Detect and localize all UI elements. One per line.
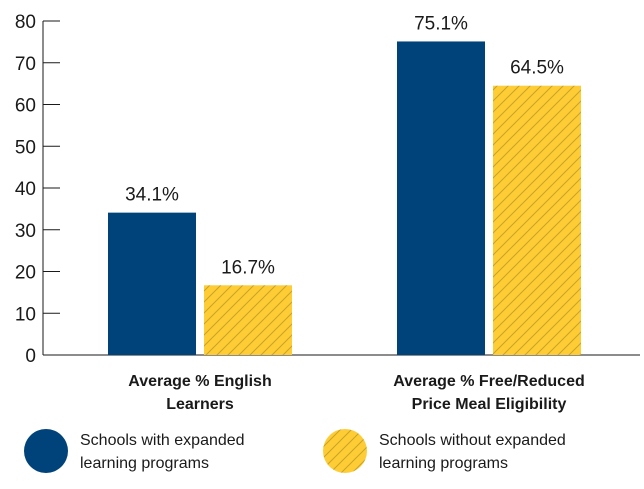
legend-label: Schools without expanded learning program… [379, 432, 566, 472]
bar-without-programs [204, 285, 292, 355]
legend: Schools with expanded learning programsSc… [24, 429, 566, 473]
y-ticks: 0 10 20 30 40 50 60 70 80 [15, 12, 60, 367]
category-label: Average % English Learners [128, 373, 271, 413]
bar-with-programs [108, 212, 196, 355]
bar-value-label: 34.1% [125, 185, 179, 206]
bar-without-programs [493, 85, 581, 356]
category-label-line: Average % Free/Reduced [393, 373, 584, 390]
y-tick-label: 70 [15, 54, 36, 75]
legend-label: Schools with expanded learning programs [80, 432, 245, 472]
y-tick-label: 30 [15, 221, 36, 242]
y-tick-label: 50 [15, 137, 36, 158]
legend-label-line: Schools with expanded [80, 432, 245, 449]
bar-with-programs [397, 41, 485, 356]
category-label-line: Average % English [128, 373, 271, 390]
legend-label-line: learning programs [379, 455, 508, 472]
y-tick-label: 20 [15, 263, 36, 284]
category-label-line: Learners [166, 396, 234, 413]
bar-value-label: 64.5% [510, 58, 564, 79]
category-labels: Average % English Learners Average % Free/… [128, 373, 584, 413]
y-tick-label: 80 [15, 12, 36, 33]
bar-value-label: 16.7% [221, 257, 275, 278]
bars [108, 41, 581, 356]
y-tick-label: 60 [15, 96, 36, 117]
y-tick-label: 40 [15, 179, 36, 200]
bar-value-label: 75.1% [414, 13, 468, 34]
category-label: Average % Free/Reduced Price Meal Eligibi… [393, 373, 584, 413]
category-label-line: Price Meal Eligibility [412, 396, 567, 413]
data-labels: 34.1% 75.1% 16.7% 64.5% [125, 13, 564, 278]
legend-swatch-with [24, 429, 68, 473]
y-tick-label: 0 [25, 346, 36, 367]
legend-label-line: learning programs [80, 455, 209, 472]
legend-swatch-without [323, 429, 367, 473]
y-tick-label: 10 [15, 304, 36, 325]
legend-label-line: Schools without expanded [379, 432, 566, 449]
